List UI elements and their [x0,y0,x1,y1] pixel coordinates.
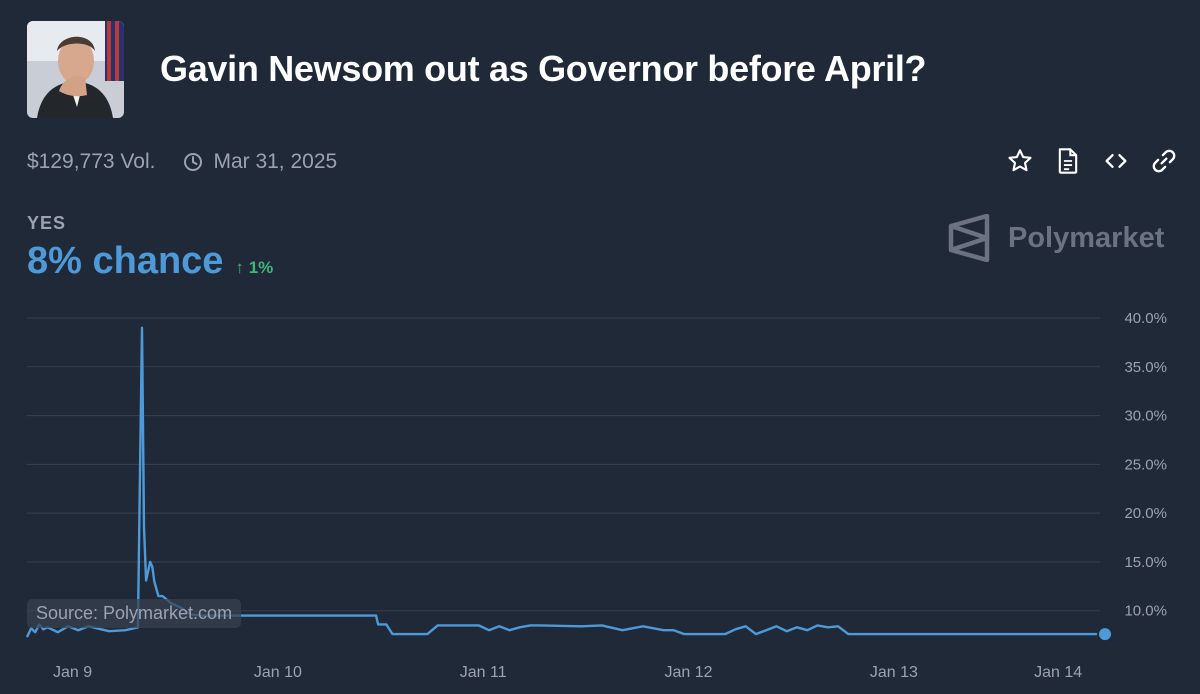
polymarket-logo: Polymarket [948,214,1164,262]
action-bar [1006,147,1178,175]
portrait-photo [27,21,124,118]
y-tick-label: 20.0% [1124,505,1167,522]
clock-icon [183,152,203,172]
x-tick-label: Jan 10 [254,664,302,681]
y-tick-label: 25.0% [1124,456,1167,473]
x-tick-label: Jan 13 [870,664,918,681]
x-tick-label: Jan 11 [460,664,507,681]
y-tick-label: 40.0% [1124,310,1167,327]
series-line-yes [25,326,1105,638]
arrow-up-icon: ↑ [235,258,244,277]
polymarket-logo-icon [948,214,990,262]
change-indicator: ↑ 1% [235,258,273,278]
outcome-label: YES [27,213,67,233]
code-icon[interactable] [1102,147,1130,175]
y-tick-label: 30.0% [1124,408,1167,425]
chart-grid [27,317,1100,612]
source-label: Source: Polymarket.com [27,599,242,628]
volume-text: $129,773 Vol. [27,150,156,173]
chance-display: 8% chance ↑ 1% [27,240,273,283]
chance-value: 8% chance [27,240,224,282]
change-value: 1% [248,258,274,277]
document-icon[interactable] [1054,147,1082,175]
brand-name: Polymarket [1008,221,1165,254]
x-tick-label: Jan 12 [665,664,713,681]
x-tick-label: Jan 9 [53,664,92,681]
y-tick-label: 35.0% [1124,359,1167,376]
y-tick-label: 15.0% [1124,554,1167,571]
x-tick-label: Jan 14 [1034,664,1082,681]
link-icon[interactable] [1150,147,1178,175]
price-chart[interactable]: 40.0% 35.0% 30.0% 25.0% 20.0% 15.0% 10.0% Jan … [0,290,1200,694]
end-date-text: Mar 31, 2025 [213,150,338,173]
y-axis-labels: 40.0% 35.0% 30.0% 25.0% 20.0% 15.0% 10.0% [1124,310,1167,620]
current-value-dot [1097,626,1113,643]
market-title: Gavin Newsom out as Governor before Apri… [160,48,927,89]
y-tick-label: 10.0% [1124,603,1167,620]
market-avatar [27,21,124,118]
star-icon[interactable] [1006,147,1034,175]
x-axis-labels: Jan 9 Jan 10 Jan 11 Jan 12 Jan 13 Jan 14 [53,664,1082,681]
market-meta: $129,773 Vol. Mar 31, 2025 [27,150,337,174]
